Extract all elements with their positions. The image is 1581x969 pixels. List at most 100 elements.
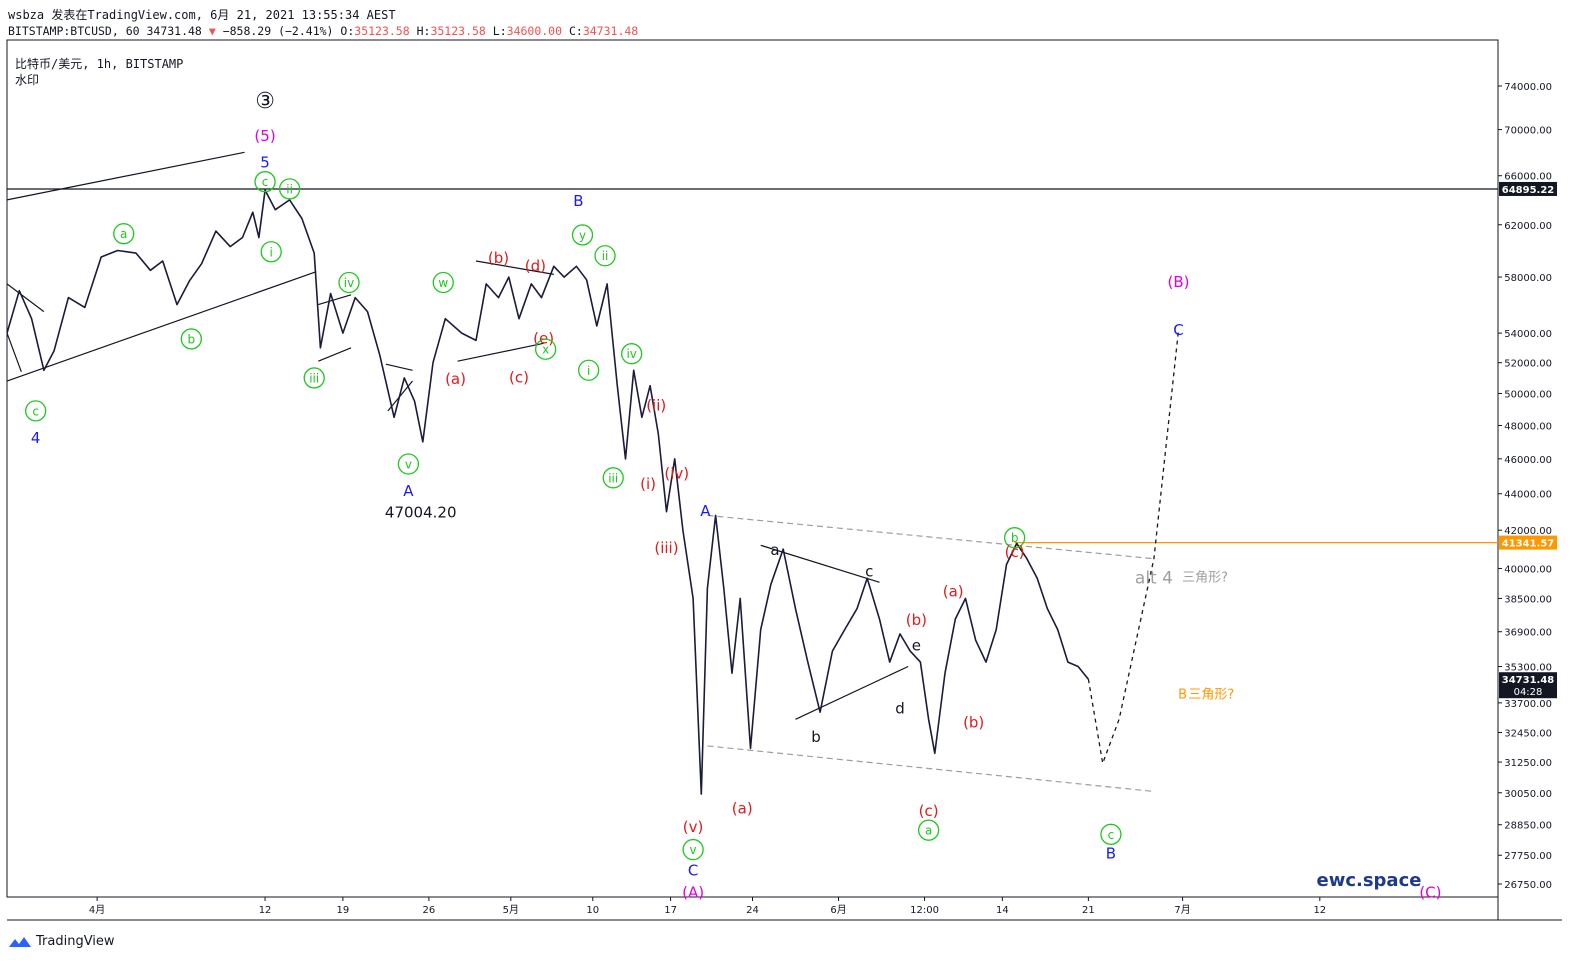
price-marker-box-2 xyxy=(1499,672,1557,699)
low-label: L: xyxy=(492,24,507,38)
chart-legend-sub: 水印 xyxy=(15,73,40,87)
x-tick-label: 12 xyxy=(1313,905,1326,916)
wave-label-circle-y xyxy=(571,224,594,246)
price-change: −858.29 (−2.41%) xyxy=(222,24,334,38)
price-marker-box-0 xyxy=(1499,181,1557,196)
wave-label-w: w xyxy=(438,276,448,290)
annotation-0: alt 4 xyxy=(1135,568,1173,588)
wave-label-a: a xyxy=(120,227,127,241)
wave-label-C: (C) xyxy=(1419,883,1441,901)
x-tick-label: 21 xyxy=(1082,905,1095,916)
wave-label-iii: iii xyxy=(309,371,319,385)
low-value: 34600.00 xyxy=(506,24,563,38)
y-tick-label: 42000.00 xyxy=(1504,526,1552,537)
wave-label-e: e xyxy=(912,637,921,655)
close-value: 34731.48 xyxy=(582,24,639,38)
wave-label-B: (B) xyxy=(1168,273,1190,291)
wave-label-circle-ii xyxy=(278,178,301,200)
y-tick-label: 40000.00 xyxy=(1504,564,1552,575)
wave-label-4: 4 xyxy=(31,429,41,447)
wave-label-b: (b) xyxy=(488,249,509,267)
wave-label-circle-iii xyxy=(602,467,624,489)
tradingview-logo-icon xyxy=(9,936,31,947)
wave-label-b: b xyxy=(1011,531,1019,545)
wave-label-x: x xyxy=(542,343,549,357)
abc-triangle-upper xyxy=(760,544,880,583)
y-tick-label: 74000.00 xyxy=(1504,82,1552,93)
y-tick-label: 52000.00 xyxy=(1504,359,1552,370)
wave-label-v: v xyxy=(405,457,412,471)
wave-label-circle-v xyxy=(682,838,704,861)
wave-label-d: d xyxy=(895,700,905,718)
btc-price-line xyxy=(6,189,1090,795)
wave-label-circle3: ③ xyxy=(255,89,275,114)
wedge-upper-line xyxy=(6,151,245,201)
y-tick-label: 32450.00 xyxy=(1504,729,1552,740)
high-value: 35123.58 xyxy=(430,24,486,38)
open-value: 35123.58 xyxy=(354,24,410,38)
open-label: O: xyxy=(340,24,355,38)
x-tick-label: 14 xyxy=(996,905,1009,916)
wave-label-C: C xyxy=(688,861,698,879)
wave-label-b: (b) xyxy=(906,611,927,629)
b-triangle-upper xyxy=(475,260,554,275)
y-tick-label: 44000.00 xyxy=(1504,490,1552,501)
wave-label-circle-b xyxy=(180,328,202,350)
wave-label-c: (c) xyxy=(919,802,939,820)
x-tick-label: 10 xyxy=(586,905,599,916)
y-tick-label: 30050.00 xyxy=(1504,789,1552,800)
wave-label-5: (5) xyxy=(254,127,275,145)
small-wedge-line-2 xyxy=(6,332,22,373)
abc-triangle-lower xyxy=(795,665,909,720)
wave-label-i: i xyxy=(587,364,590,378)
plot-frame xyxy=(6,39,1499,898)
y-tick-label: 26750.00 xyxy=(1504,880,1552,891)
v-triangle-upper xyxy=(385,363,413,371)
wave-label-circle-v xyxy=(397,453,420,475)
wave-label-i: i xyxy=(270,245,273,259)
wave-label-C: C xyxy=(1173,321,1183,339)
wave-label-4700420: 47004.20 xyxy=(385,504,457,522)
price-marker-label-1: 41341.57 xyxy=(1502,539,1555,550)
y-tick-label: 28850.00 xyxy=(1504,821,1552,832)
wedge-lower-line xyxy=(6,271,317,382)
wave-label-circle-iv xyxy=(621,343,643,365)
annotation-4: ewc.space xyxy=(1316,870,1421,891)
wave-label-circle-iv xyxy=(338,271,360,294)
wave-label-circle-i xyxy=(260,241,282,263)
price-marker-box-1 xyxy=(1499,535,1557,550)
wave-label-iii: iii xyxy=(608,471,618,485)
x-tick-label: 12 xyxy=(259,905,272,916)
y-tick-label: 54000.00 xyxy=(1504,329,1552,340)
wave-label-v: v xyxy=(690,843,697,857)
wave-label-a: a xyxy=(925,824,932,838)
wave-label-iii: (iii) xyxy=(654,539,678,557)
wave-label-ii: ii xyxy=(602,249,609,263)
channel-lower-dashed xyxy=(707,745,1154,793)
footer-brand: TradingView xyxy=(8,934,115,949)
wave-label-circle-c xyxy=(25,400,47,422)
wave-label-circle-w xyxy=(432,271,454,294)
wave-label-a: (a) xyxy=(943,582,964,600)
wave-label-a: (a) xyxy=(445,370,466,388)
wave-label-c: c xyxy=(262,175,269,189)
x-tick-label: 5月 xyxy=(503,904,519,916)
x-tick-label: 7月 xyxy=(1174,904,1190,916)
wave-label-i: (i) xyxy=(640,475,656,493)
y-tick-label: 50000.00 xyxy=(1504,389,1552,400)
y-tick-label: 36900.00 xyxy=(1504,628,1552,639)
wave-label-ii: ii xyxy=(286,182,293,196)
wave-label-circle-a xyxy=(917,819,940,841)
y-tick-label: 70000.00 xyxy=(1504,126,1552,137)
wave-label-circle-x xyxy=(534,338,557,360)
iv-triangle-upper xyxy=(318,294,352,306)
y-tick-label: 35300.00 xyxy=(1504,662,1552,673)
tradingview-label: TradingView xyxy=(36,934,115,949)
wave-label-ii: (ii) xyxy=(646,397,666,415)
wave-label-b: b xyxy=(811,728,821,746)
channel-upper-dashed xyxy=(707,514,1154,560)
wave-label-c: c xyxy=(1108,828,1115,842)
wave-label-iv: iv xyxy=(626,347,636,361)
wave-label-circle-b xyxy=(1004,527,1026,549)
